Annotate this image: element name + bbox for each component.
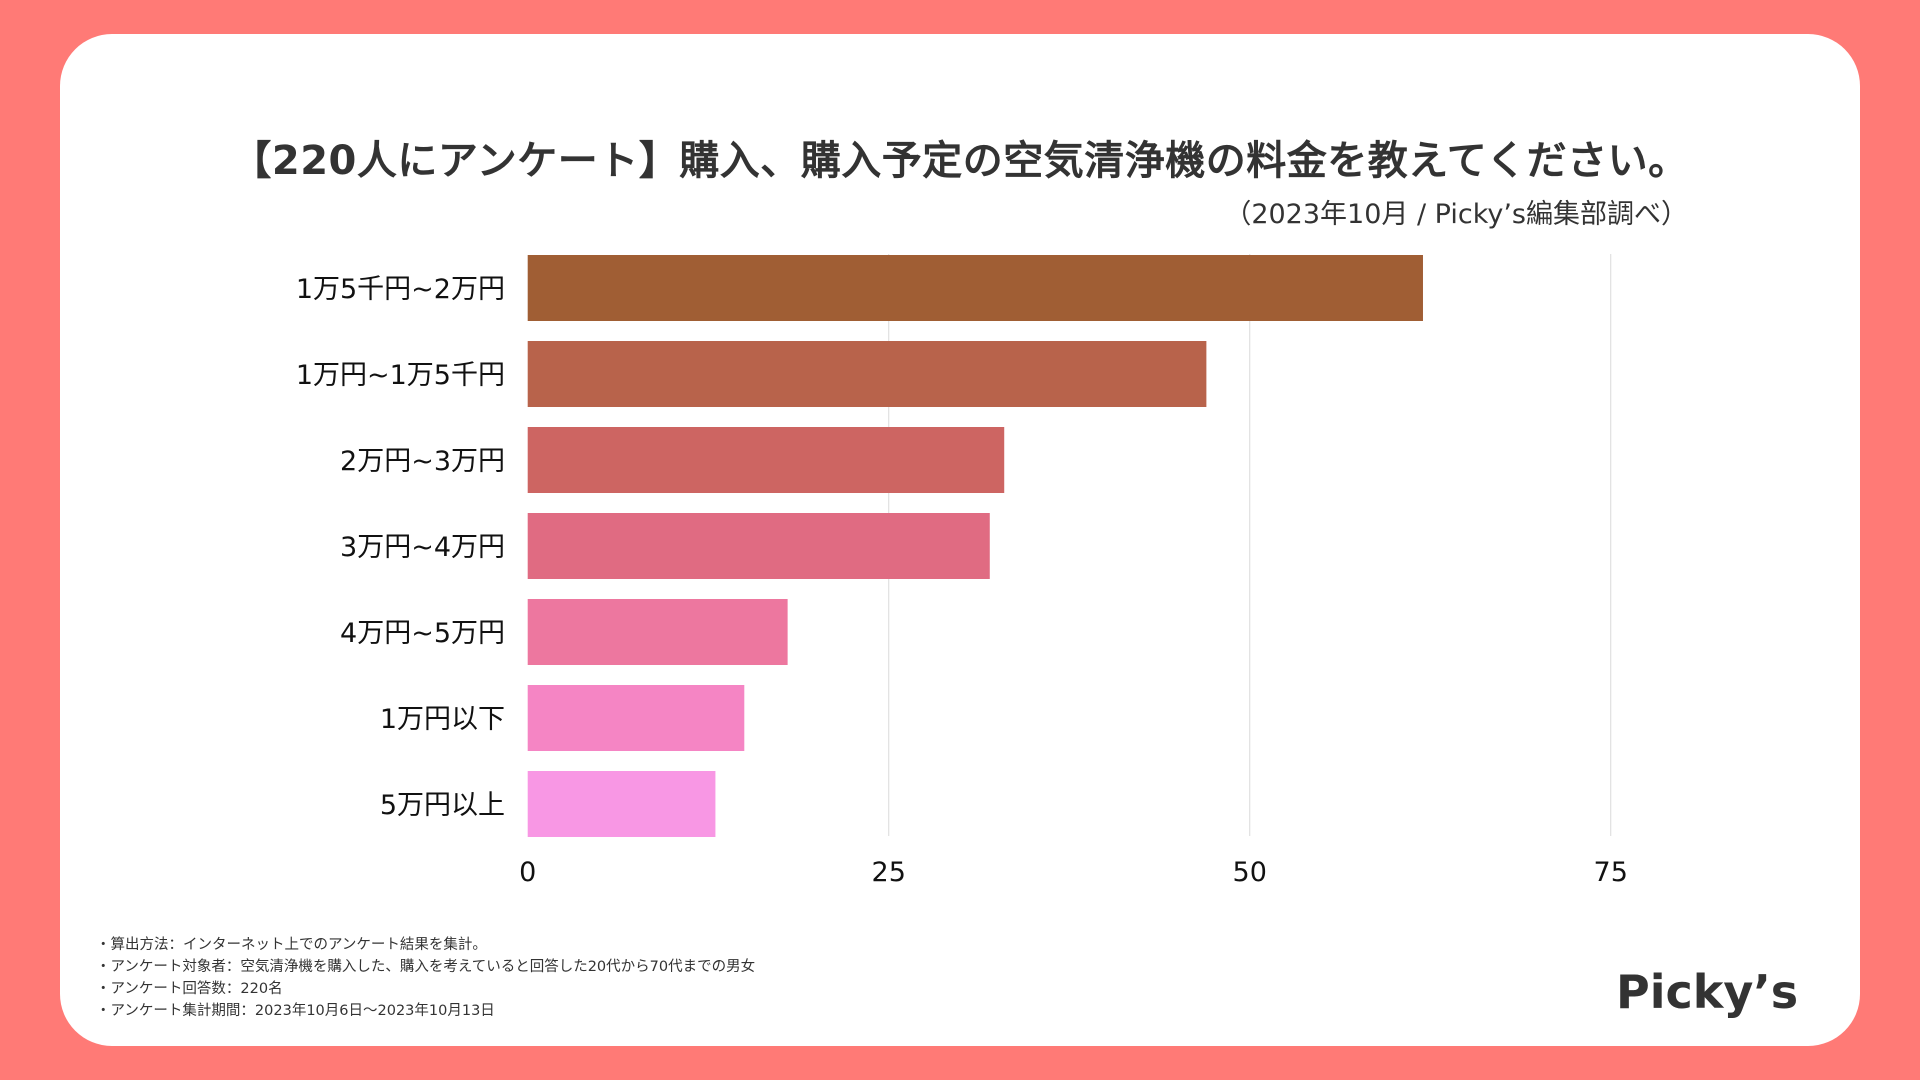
x-tick-label: 75 bbox=[1594, 857, 1628, 888]
x-axis-ticks: 0 25 50 75 bbox=[519, 857, 1628, 888]
note-respondents: ・アンケート回答数：220名 bbox=[96, 981, 283, 997]
x-tick-label: 0 bbox=[519, 857, 536, 888]
category-label: 5万円以上 bbox=[380, 790, 505, 821]
note-period: ・アンケート集計期間：2023年10月6日～2023年10月13日 bbox=[96, 1003, 495, 1019]
bar bbox=[527, 513, 990, 579]
bars bbox=[527, 255, 1423, 837]
bar bbox=[527, 771, 716, 837]
x-tick-label: 50 bbox=[1233, 857, 1267, 888]
bar bbox=[527, 341, 1207, 407]
x-tick-label: 25 bbox=[872, 857, 906, 888]
category-label: 1万5千円~2万円 bbox=[296, 274, 505, 305]
category-label: 2万円~3万円 bbox=[340, 446, 505, 477]
bar bbox=[527, 685, 745, 751]
category-label: 1万円~1万5千円 bbox=[296, 360, 505, 391]
note-method: ・算出方法：インターネット上でのアンケート結果を集計。 bbox=[96, 937, 487, 953]
category-label: 4万円~5万円 bbox=[340, 618, 505, 649]
bar bbox=[527, 255, 1423, 321]
note-target: ・アンケート対象者：空気清浄機を購入した、購入を考えていると回答した20代から7… bbox=[96, 959, 756, 975]
chart-title: 【220人にアンケート】購入、購入予定の空気清浄機の料金を教えてください。 bbox=[231, 138, 1689, 184]
bar bbox=[527, 427, 1005, 493]
bar bbox=[527, 599, 788, 665]
survey-notes: ・算出方法：インターネット上でのアンケート結果を集計。 ・アンケート対象者：空気… bbox=[96, 934, 755, 1022]
chart-subtitle: （2023年10月 / Picky’s編集部調べ） bbox=[1224, 199, 1688, 230]
category-label: 3万円~4万円 bbox=[340, 532, 505, 563]
category-label: 1万円以下 bbox=[380, 704, 505, 735]
pickys-logo: Picky’s bbox=[1616, 965, 1799, 1019]
category-labels: 1万5千円~2万円 1万円~1万5千円 2万円~3万円 3万円~4万円 4万円~5万円 1… bbox=[296, 274, 505, 821]
